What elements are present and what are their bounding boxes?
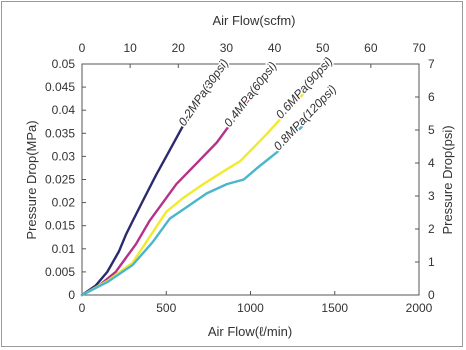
top-tick-label: 60	[364, 41, 378, 55]
right-tick-label: 5	[428, 123, 435, 137]
right-tick-label: 7	[428, 57, 435, 71]
right-tick-label: 3	[428, 189, 435, 203]
left-tick-label: 0.05	[52, 57, 76, 71]
right-axis-ticks: 0 1 2 3 4 5 6 7	[415, 57, 435, 302]
bottom-tick-label: 1500	[321, 301, 348, 315]
right-tick-label: 2	[428, 222, 435, 236]
top-tick-label: 50	[316, 41, 330, 55]
bottom-tick-label: 2000	[406, 301, 433, 315]
y-axis-right-title: Pressure Drop(psi)	[440, 125, 455, 234]
series-line-2	[80, 76, 267, 297]
top-tick-label: 0	[79, 41, 86, 55]
x-axis-bottom-title: Air Flow(ℓ/min)	[208, 324, 292, 339]
x-axis-top-title: Air Flow(scfm)	[212, 13, 295, 28]
top-tick-label: 70	[412, 41, 426, 55]
top-axis-ticks: 0 10 20 30 40 50 60 70	[79, 41, 426, 68]
right-tick-label: 0	[428, 288, 435, 302]
top-tick-label: 30	[220, 41, 234, 55]
bottom-tick-label: 0	[79, 301, 86, 315]
left-tick-label: 0.015	[45, 219, 75, 233]
left-tick-label: 0.005	[45, 265, 75, 279]
left-tick-label: 0.02	[52, 196, 76, 210]
top-tick-label: 40	[268, 41, 282, 55]
top-tick-label: 10	[123, 41, 137, 55]
bottom-tick-label: 500	[156, 301, 176, 315]
series-labels: 0.2MPa(30psi)0.2MPa(30psi)0.4MPa(60psi)0…	[174, 53, 341, 155]
left-tick-label: 0.025	[45, 173, 75, 187]
left-tick-label: 0.04	[52, 103, 76, 117]
top-tick-label: 20	[172, 41, 186, 55]
bottom-axis-ticks: 0 500 1000 1500 2000	[79, 291, 433, 315]
left-tick-label: 0.01	[52, 242, 76, 256]
right-tick-label: 4	[428, 156, 435, 170]
left-axis-ticks: 0 0.005 0.01 0.015 0.02 0.025 0.03 0.035 0.04 0.0…	[45, 57, 86, 302]
bottom-tick-label: 1000	[237, 301, 264, 315]
y-axis-left-title: Pressure Drop(MPa)	[24, 120, 39, 239]
series-line-4	[80, 97, 330, 297]
series-lines	[80, 74, 330, 297]
series-line-3	[80, 74, 321, 297]
left-tick-label: 0.03	[52, 149, 76, 163]
right-tick-label: 1	[428, 255, 435, 269]
right-tick-label: 6	[428, 90, 435, 104]
left-tick-label: 0.045	[45, 80, 75, 94]
left-tick-label: 0	[68, 288, 75, 302]
series-label-2: 0.4MPa(60psi)	[221, 59, 280, 130]
left-tick-label: 0.035	[45, 126, 75, 140]
series-line-1	[80, 76, 217, 297]
